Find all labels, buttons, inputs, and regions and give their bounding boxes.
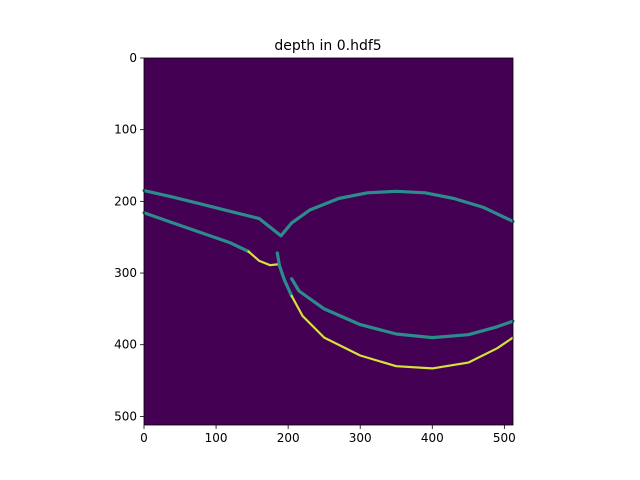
x-tick-label: 400 <box>421 431 444 445</box>
y-tick-label: 100 <box>114 123 137 137</box>
y-tick-label: 200 <box>114 194 137 208</box>
x-tick-label: 500 <box>493 431 516 445</box>
depth-edge-2 <box>142 211 251 254</box>
depth-edges <box>142 189 515 370</box>
y-tick-label: 300 <box>114 266 137 280</box>
image-area <box>144 58 513 425</box>
y-tick-label: 0 <box>129 51 137 65</box>
depth-edge-5 <box>290 294 515 370</box>
y-axis: 0 100 200 300 400 500 <box>114 51 144 423</box>
depth-edge-3 <box>247 250 279 267</box>
axes-frame <box>143 57 514 426</box>
x-tick-label: 100 <box>205 431 228 445</box>
depth-edge-6 <box>290 277 515 340</box>
y-tick-label: 500 <box>114 409 137 423</box>
y-tick-label: 400 <box>114 338 137 352</box>
x-axis: 0 100 200 300 400 500 <box>140 425 516 445</box>
x-tick-label: 300 <box>349 431 372 445</box>
x-tick-label: 200 <box>277 431 300 445</box>
depth-edge-1 <box>142 189 515 238</box>
depth-edge-4 <box>275 251 294 298</box>
chart-title: depth in 0.hdf5 <box>274 38 381 54</box>
x-tick-label: 0 <box>140 431 148 445</box>
